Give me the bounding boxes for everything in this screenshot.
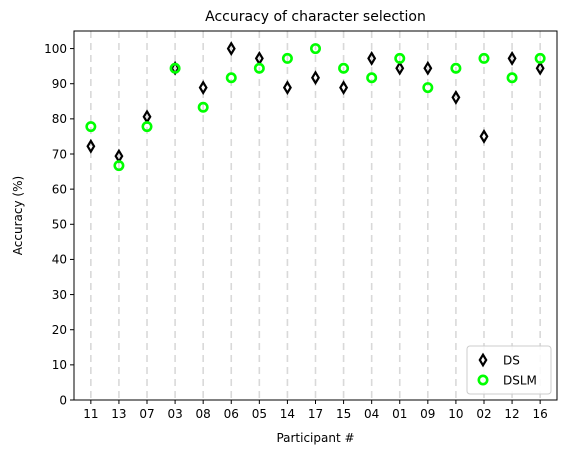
ds-point-16 (535, 60, 545, 76)
x-tick-label: 06 (224, 407, 239, 421)
ds-point-17 (311, 70, 320, 86)
x-tick-label: 07 (139, 407, 154, 421)
x-tick-label: 17 (308, 407, 323, 421)
ds-point-01 (395, 60, 405, 76)
dslm-point-01 (394, 52, 406, 64)
x-tick-label: 15 (336, 407, 351, 421)
y-tick-label: 70 (52, 147, 67, 161)
y-tick-label: 0 (59, 393, 67, 407)
x-tick-label: 16 (533, 407, 548, 421)
y-tick-label: 100 (44, 42, 67, 56)
legend-label-dslm: DSLM (503, 373, 537, 387)
x-tick-label: 10 (448, 407, 463, 421)
dslm-point-09 (422, 82, 434, 94)
ds-point-14 (282, 80, 292, 96)
dslm-point-02 (478, 52, 490, 64)
dslm-point-12 (506, 72, 518, 84)
dslm-point-06 (225, 72, 237, 84)
dslm-point-11 (85, 121, 97, 133)
x-tick-label: 02 (476, 407, 491, 421)
y-axis-label: Accuracy (%) (11, 176, 25, 255)
ds-point-15 (339, 80, 349, 96)
ds-point-08 (198, 80, 208, 96)
y-tick-label: 30 (52, 288, 67, 302)
x-tick-label: 08 (196, 407, 211, 421)
legend-marker-ds (478, 352, 488, 368)
y-tick-label: 60 (52, 182, 67, 196)
x-tick-label: 12 (504, 407, 519, 421)
dslm-point-14 (281, 52, 293, 64)
x-axis-ticks: 11 13 07 03 08 06 05 14 17 15 04 01 09 10 02 12 16 (83, 400, 548, 421)
ds-point-11 (86, 138, 96, 154)
x-tick-label: 03 (167, 407, 182, 421)
x-axis-label: Participant # (276, 431, 354, 445)
dslm-point-13 (113, 160, 125, 172)
ds-point-10 (451, 89, 461, 105)
legend: DS DSLM (466, 345, 552, 395)
dslm-point-03 (169, 62, 181, 74)
dslm-point-05 (253, 62, 265, 74)
dslm-point-15 (338, 62, 350, 74)
y-axis-ticks: 0 10 20 30 40 50 60 70 80 90 100 (44, 42, 74, 407)
dslm-point-04 (366, 72, 378, 84)
x-tick-label: 05 (252, 407, 267, 421)
ds-point-12 (507, 50, 517, 66)
ds-point-06 (226, 41, 236, 56)
dslm-point-10 (450, 62, 462, 74)
dslm-point-07 (141, 121, 153, 133)
data-points (85, 41, 546, 172)
y-tick-label: 90 (52, 77, 67, 91)
dslm-point-16 (534, 52, 546, 64)
x-tick-label: 04 (364, 407, 379, 421)
ds-point-02 (479, 129, 489, 144)
dslm-point-17 (309, 43, 321, 55)
chart-title: Accuracy of character selection (205, 9, 426, 25)
ds-point-04 (367, 50, 377, 66)
x-tick-label: 13 (111, 407, 126, 421)
legend-label-ds: DS (503, 353, 520, 367)
y-tick-label: 40 (52, 253, 67, 267)
x-tick-label: 09 (420, 407, 435, 421)
y-tick-label: 80 (52, 112, 67, 126)
y-tick-label: 50 (52, 218, 67, 232)
x-tick-label: 14 (280, 407, 295, 421)
x-tick-label: 11 (83, 407, 98, 421)
dslm-point-08 (197, 101, 209, 113)
ds-point-09 (423, 60, 433, 76)
y-tick-label: 20 (52, 323, 67, 337)
x-tick-label: 01 (392, 407, 407, 421)
legend-marker-dslm (477, 374, 489, 386)
y-tick-label: 10 (52, 358, 67, 372)
